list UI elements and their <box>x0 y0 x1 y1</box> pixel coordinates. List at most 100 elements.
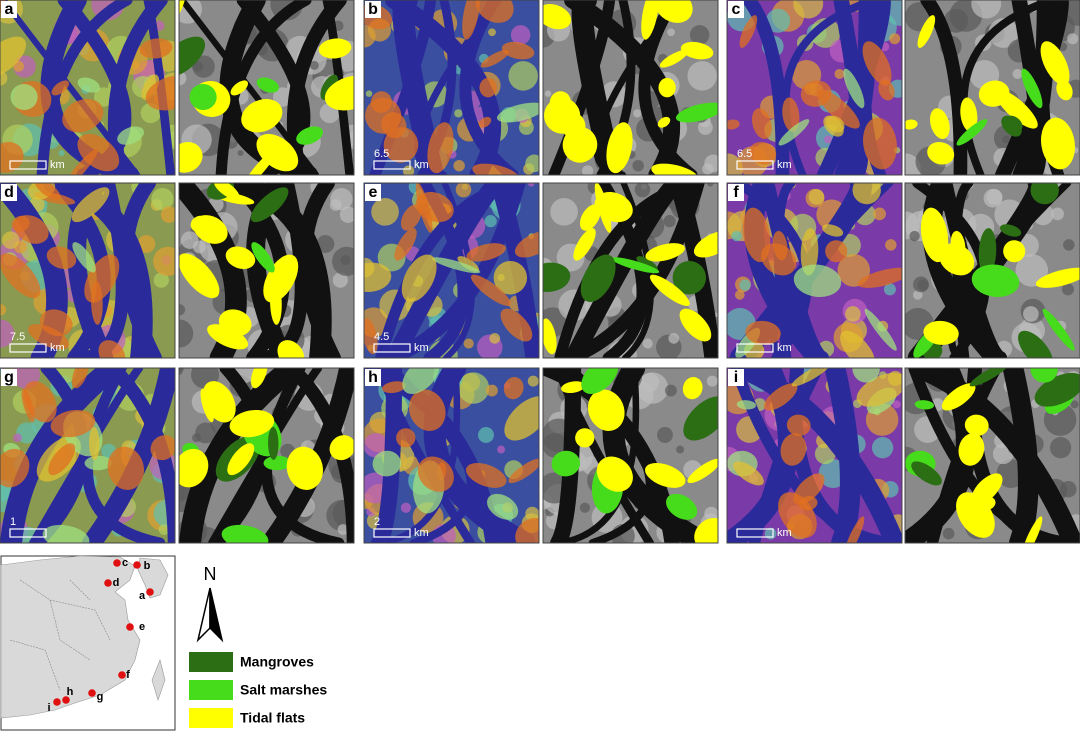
texture <box>457 372 490 404</box>
surface-patch <box>500 308 533 342</box>
water-channel <box>638 0 698 175</box>
texture <box>1023 306 1039 322</box>
water-channel <box>550 368 582 543</box>
texture <box>316 235 335 253</box>
habitat-patch <box>1003 240 1026 263</box>
image-frame <box>726 182 903 359</box>
legend-label: Salt marshes <box>240 682 327 698</box>
panel-label-box <box>728 1 744 18</box>
surface-patch <box>71 187 110 223</box>
habitat-patch <box>543 262 571 292</box>
texture <box>793 0 824 19</box>
habitat-patch <box>911 461 942 486</box>
texture <box>371 198 399 226</box>
image-frame <box>542 182 719 359</box>
scale-value: 6.5 <box>737 148 752 160</box>
habitat-patch <box>256 77 279 93</box>
false-color-image <box>0 368 175 543</box>
texture <box>0 304 7 316</box>
texture <box>883 283 896 296</box>
habitat-patch <box>905 119 918 130</box>
surface-patch <box>28 324 70 350</box>
texture <box>889 33 901 45</box>
texture <box>179 319 194 348</box>
location-map: a b cd e f g h i <box>0 555 176 731</box>
image-frame <box>178 0 355 176</box>
water-channel <box>179 0 320 175</box>
water-channel <box>261 368 345 543</box>
habitat-patch <box>1018 330 1054 358</box>
surface-patch <box>878 79 895 101</box>
texture <box>676 445 685 454</box>
surface-patch <box>504 396 539 441</box>
false-color-image <box>727 183 902 358</box>
habitat-patch <box>179 253 220 299</box>
panel-label-box <box>365 184 381 201</box>
surface-patch <box>0 142 24 173</box>
site-dot <box>104 579 112 587</box>
habitat-patch <box>229 409 275 438</box>
habitat-patch <box>241 99 283 133</box>
classification-image <box>905 183 1080 358</box>
texture <box>130 60 140 70</box>
habitat-patch <box>189 84 217 111</box>
water-channel <box>730 368 902 543</box>
habitat-patch <box>543 4 572 30</box>
panel-label: c <box>732 1 741 18</box>
site-dot <box>133 561 141 569</box>
classification-image <box>905 368 1080 543</box>
texture <box>478 427 494 443</box>
habitat-patch <box>193 215 228 244</box>
habitat-patch <box>549 91 571 113</box>
texture <box>13 433 22 443</box>
habitat-patch <box>675 102 718 123</box>
water-channel <box>384 183 526 358</box>
panel-label-box <box>728 369 744 386</box>
habitat-patch <box>329 435 354 461</box>
image-frame <box>904 182 1080 359</box>
panel-label-box <box>1 369 17 386</box>
land <box>0 555 141 719</box>
water-channel <box>1011 0 1047 175</box>
habitat-patch <box>693 230 718 258</box>
image-frame <box>178 367 355 544</box>
water-channel <box>43 183 153 358</box>
site-dot <box>126 623 134 631</box>
habitat-patch <box>687 458 718 484</box>
site-label: d <box>113 577 120 589</box>
habitat-patch <box>917 15 936 48</box>
surface-patch <box>415 183 433 233</box>
habitat-patch <box>683 396 718 441</box>
false-color-image <box>727 368 902 543</box>
site-dot <box>118 671 126 679</box>
texture <box>766 8 791 33</box>
habitat-patch <box>263 455 291 471</box>
scale-unit: km <box>50 342 65 354</box>
north-arrow: N <box>196 564 224 643</box>
classification-image <box>543 0 718 175</box>
texture <box>1051 207 1064 221</box>
scale-value: 4.5 <box>374 331 389 343</box>
panels: a km b 6.5 km c 6.5 km d 7.5 km e 4.5 km f km g 1 h 2 km i km <box>0 0 1080 544</box>
scale-bar <box>373 160 411 170</box>
habitat-patch <box>1056 79 1073 101</box>
surface-patch <box>749 141 777 165</box>
texture <box>824 135 833 144</box>
texture <box>339 206 354 223</box>
habitat-patch <box>999 224 1022 237</box>
image-frame <box>542 367 719 544</box>
surface-patch <box>46 246 77 270</box>
texture <box>454 109 463 118</box>
borders <box>9 579 111 691</box>
habitat-patch <box>296 126 323 145</box>
surface-patch <box>479 77 497 98</box>
surface-patch <box>91 280 103 325</box>
texture <box>58 149 65 157</box>
habitat-patch <box>1021 516 1043 543</box>
surface-patch <box>72 242 96 273</box>
north-label: N <box>204 564 217 584</box>
surface-patch <box>48 443 76 476</box>
surface-patch <box>0 448 30 488</box>
surface-patch <box>840 330 876 358</box>
texture <box>543 433 567 458</box>
